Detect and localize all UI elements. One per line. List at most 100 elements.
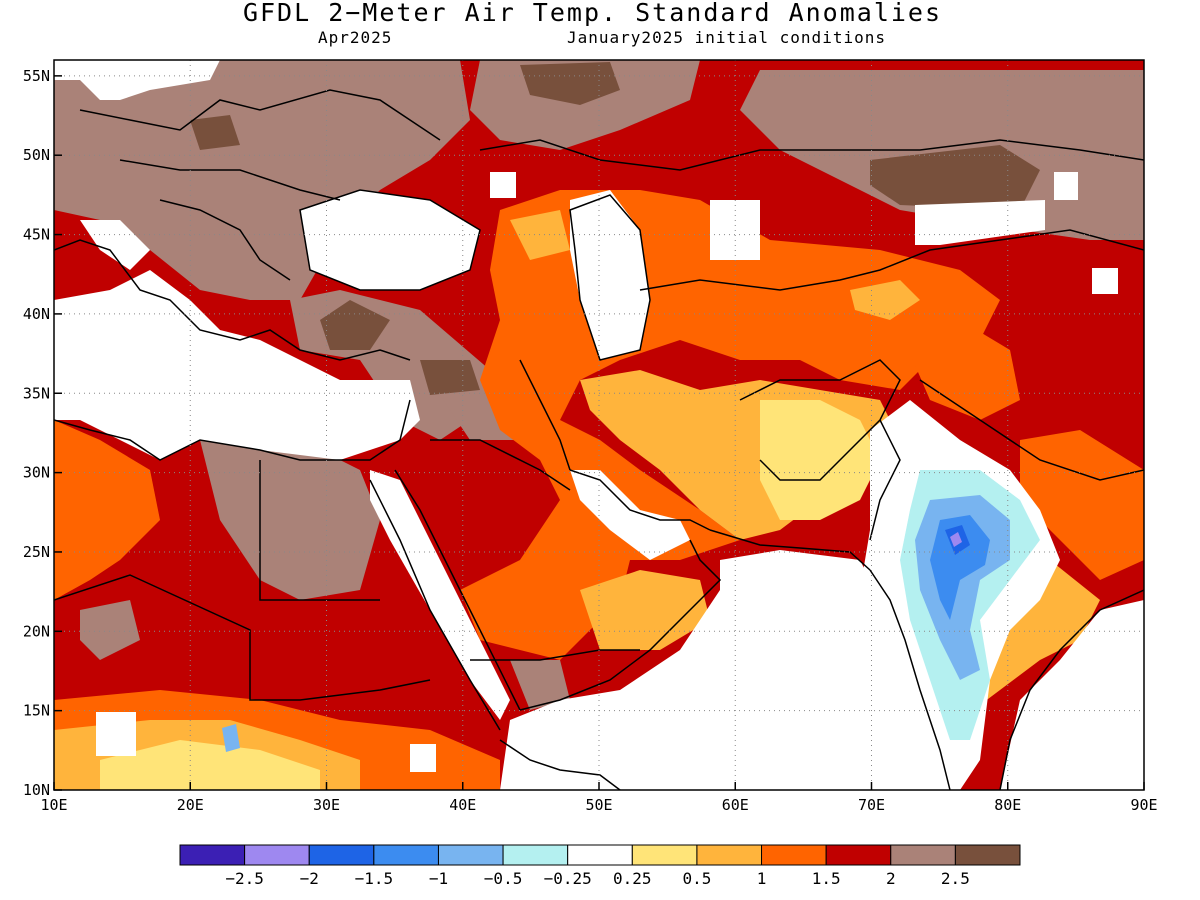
- mask-small-1: [490, 172, 516, 198]
- mask-small-3: [1054, 172, 1078, 200]
- lon-tick-label: 10E: [40, 796, 67, 814]
- mask-mediterranean: [54, 270, 420, 460]
- anomaly-region-yellow-africa: [100, 740, 320, 790]
- anomaly-region-darkbrown-2: [190, 115, 240, 150]
- colorbar-swatch: [179, 844, 246, 866]
- coast-black-sea: [299, 189, 481, 291]
- colorbar-swatch: [761, 844, 827, 866]
- lat-tick-label: 55N: [23, 67, 50, 85]
- mask-bay-of-bengal: [1000, 600, 1144, 790]
- colorbar-label: −1: [429, 869, 448, 888]
- mask-gulf: [570, 470, 690, 560]
- coast-iran-pakistan: [709, 529, 871, 571]
- coast-gulf: [569, 469, 711, 531]
- gridlines: [54, 60, 1144, 790]
- border-iraq-saudi: [430, 439, 571, 491]
- lon-tick-label: 60E: [722, 796, 749, 814]
- valid-month: Apr2025: [318, 28, 393, 47]
- lon-tick-label: 80E: [994, 796, 1021, 814]
- coast-red-sea-east: [394, 469, 521, 711]
- anomaly-region-darkbrown-3: [870, 145, 1040, 210]
- lat-tick-label: 40N: [23, 305, 50, 323]
- lat-tick-label: 50N: [23, 146, 50, 164]
- colorbar-swatch: [308, 844, 375, 866]
- colorbar-label: −2.5: [225, 869, 264, 888]
- coast-horn-africa: [499, 739, 621, 790]
- colorbar-swatch: [567, 844, 633, 866]
- border-china-india: [919, 379, 1144, 481]
- mask-small-4: [410, 744, 436, 772]
- mask-small-5: [96, 712, 136, 756]
- border-europe-2: [79, 89, 441, 141]
- anomaly-region-lightorange-tibet: [850, 280, 920, 320]
- anomaly-region-brown-africa: [80, 600, 140, 660]
- mask-caspian: [570, 190, 650, 360]
- anomaly-region-blue-india: [930, 515, 990, 620]
- coast-india-west: [869, 569, 951, 790]
- colorbar-label: −2: [300, 869, 319, 888]
- colorbar-swatch: [502, 844, 569, 866]
- lon-tick-label: 30E: [313, 796, 340, 814]
- colorbar-label: −1.5: [355, 869, 394, 888]
- colorbar-swatch: [437, 844, 504, 866]
- lon-tick-label: 20E: [177, 796, 204, 814]
- coast-india-east: [999, 589, 1144, 790]
- anomaly-region-darkbrown-5: [320, 300, 390, 350]
- lat-tick-label: 30N: [23, 464, 50, 482]
- border-europe-1: [119, 159, 341, 201]
- mask-arabian-sea: [500, 550, 940, 790]
- border-saudi-yemen: [470, 649, 640, 661]
- lat-tick-label: 10N: [23, 781, 50, 799]
- lat-tick-label: 45N: [23, 226, 50, 244]
- colorbar-swatch: [373, 844, 439, 866]
- anomaly-region-yellow-afghan: [760, 400, 880, 520]
- anomaly-region-lightorange-arabia: [580, 570, 710, 650]
- colorbar-swatch: [696, 844, 763, 866]
- colorbar-label: −0.5: [484, 869, 523, 888]
- lat-tick-label: 25N: [23, 543, 50, 561]
- mask-black-sea: [300, 190, 480, 290]
- colorbar-label: 1: [757, 869, 767, 888]
- colorbar-swatch: [244, 844, 310, 866]
- lon-tick-label: 40E: [449, 796, 476, 814]
- longitude-axis: 10E 20E 30E 40E 50E 60E 70E 80E 90E: [40, 782, 1158, 814]
- border-europe-3: [159, 199, 291, 281]
- border-iran-iraq: [519, 359, 571, 471]
- border-russia-south: [479, 139, 1144, 171]
- map-title: GFDL 2−Meter Air Temp. Standard Anomalie…: [242, 0, 943, 27]
- lat-tick-label: 35N: [23, 384, 50, 402]
- anomaly-region-purple-core: [950, 532, 962, 547]
- mask-small-2: [1092, 268, 1118, 294]
- border-pakistan-india: [869, 419, 901, 541]
- coast-caspian: [569, 194, 651, 361]
- lon-tick-label: 90E: [1130, 796, 1157, 814]
- lon-tick-label: 70E: [858, 796, 885, 814]
- anomaly-field: [54, 60, 1144, 790]
- border-kazakh-south: [639, 229, 1144, 291]
- colorbar-label: 2.5: [941, 869, 970, 888]
- colorbar-swatch: [631, 844, 698, 866]
- mask-adriatic: [80, 220, 150, 270]
- border-egypt-libya: [259, 460, 380, 601]
- anomaly-region-lightblue-sudan: [222, 724, 240, 752]
- colorbar-label: −0.25: [544, 869, 592, 888]
- anomaly-region-brown-europe: [54, 60, 470, 300]
- coast-red-sea-west: [369, 479, 501, 731]
- mask-baltic: [54, 60, 220, 100]
- lon-tick-label: 50E: [585, 796, 612, 814]
- coast-mediterranean-north: [54, 239, 411, 361]
- mask-red-sea: [370, 470, 510, 720]
- initial-conditions: January2025 initial conditions: [567, 28, 886, 47]
- latitude-axis: 10N 15N 20N 25N 30N 35N 40N 45N 50N 55N: [23, 67, 62, 799]
- colorbar: −2.5 −2 −1.5 −1 −0.5 −0.25 0.25 0.5 1 1.5 2 2.5: [179, 844, 1021, 888]
- border-africa-sahel: [54, 574, 431, 701]
- colorbar-label: 0.25: [613, 869, 652, 888]
- border-afghan: [739, 359, 901, 481]
- anomaly-region-orange-india-east: [1020, 430, 1144, 580]
- anomaly-region-orange-himalaya: [900, 320, 1020, 420]
- coast-north-africa: [54, 399, 411, 461]
- colorbar-label: 1.5: [812, 869, 841, 888]
- lat-tick-label: 15N: [23, 702, 50, 720]
